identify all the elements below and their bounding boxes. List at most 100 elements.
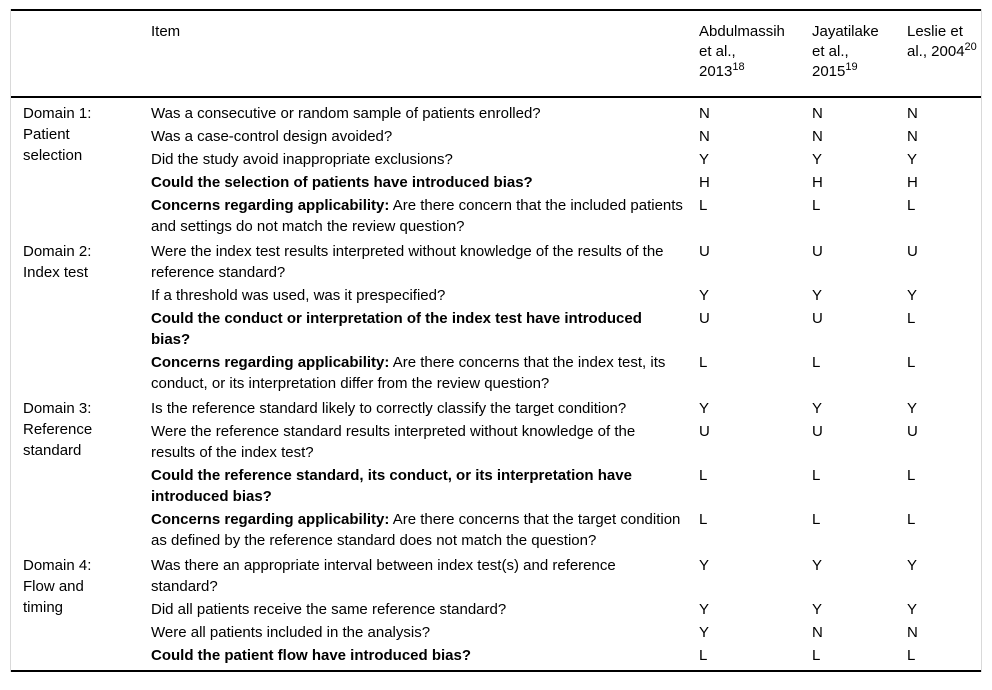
- item-cell: Did the study avoid inappropriate exclus…: [151, 151, 453, 168]
- rating-cell: L: [907, 511, 916, 528]
- domain-number: Domain 3:: [23, 400, 92, 417]
- rating-cell: L: [907, 354, 916, 371]
- item-cell: Could the patient flow have introduced b…: [151, 647, 472, 664]
- item-text: Are there concern that the included pati…: [151, 197, 683, 235]
- domain-name: Reference standard: [23, 421, 93, 459]
- item-lead-text: Concerns regarding applicability:: [151, 197, 390, 214]
- rating-cell: Y: [812, 557, 823, 574]
- quadas2-table: Item Abdulmassih et al., 201318 Jayatila…: [11, 9, 981, 672]
- table-row: Domain 3: Reference standard Is the refere…: [11, 395, 981, 459]
- study-name: Leslie et al., 200420: [907, 22, 981, 62]
- rating-cell: L: [812, 197, 821, 214]
- rating-cell: Y: [812, 287, 823, 304]
- rating-cell: N: [812, 105, 823, 122]
- rating-cell: L: [699, 197, 708, 214]
- study-name: Abdulmassih et al., 201318: [699, 22, 785, 82]
- item-cell: Could the conduct or interpretation of t…: [151, 310, 642, 348]
- citation-superscript: 20: [964, 41, 977, 53]
- domain-name: Patient selection: [23, 126, 83, 164]
- table-row: Could the conduct or interpretation of t…: [11, 307, 981, 351]
- rating-cell: Y: [907, 557, 918, 574]
- item-lead-text: Concerns regarding applicability:: [151, 511, 390, 528]
- table-row: Could the patient flow have introduced b…: [11, 644, 981, 671]
- rating-cell: Y: [699, 151, 710, 168]
- item-cell: If a threshold was used, was it prespeci…: [151, 287, 446, 304]
- rating-cell: L: [812, 647, 821, 664]
- rating-cell: L: [907, 647, 916, 664]
- citation-superscript: 18: [732, 61, 745, 73]
- domain-number: Domain 4:: [23, 557, 92, 574]
- rating-cell: U: [699, 310, 710, 327]
- table-row: Were all patients included in the analys…: [11, 621, 981, 644]
- rating-cell: Y: [812, 601, 823, 618]
- rating-cell: U: [907, 423, 918, 440]
- rating-cell: Y: [812, 400, 823, 417]
- rating-cell: U: [812, 243, 823, 260]
- item-cell: Could the selection of patients have int…: [151, 174, 533, 191]
- item-cell: Were all patients included in the analys…: [151, 624, 431, 641]
- item-cell: Was there an appropriate interval betwee…: [151, 557, 616, 595]
- table-row: If a threshold was used, was it prespeci…: [11, 284, 981, 307]
- citation-superscript: 19: [845, 61, 858, 73]
- study-citation-text: Jayatilake et al., 2015: [812, 23, 879, 80]
- rating-cell: Y: [907, 400, 918, 417]
- item-cell: Was a consecutive or random sample of pa…: [151, 105, 541, 122]
- table-row: Could the selection of patients have int…: [11, 171, 981, 194]
- rating-cell: Y: [699, 624, 710, 641]
- rating-cell: L: [907, 310, 916, 327]
- rating-cell: Y: [907, 151, 918, 168]
- item-lead-text: Concerns regarding applicability:: [151, 354, 390, 371]
- rating-cell: N: [907, 128, 918, 145]
- item-cell: Were the reference standard results inte…: [151, 423, 636, 461]
- item-cell: Were the index test results interpreted …: [151, 243, 664, 281]
- rating-cell: N: [812, 128, 823, 145]
- domain-number: Domain 2:: [23, 243, 92, 260]
- rating-cell: Y: [699, 400, 710, 417]
- study-name: Jayatilake et al., 201519: [812, 22, 892, 82]
- item-cell: Did all patients receive the same refere…: [151, 601, 507, 618]
- rating-cell: Y: [699, 601, 710, 618]
- rating-cell: H: [699, 174, 710, 191]
- rating-cell: L: [907, 197, 916, 214]
- item-text: Are there concerns that the target condi…: [151, 511, 681, 549]
- rating-cell: L: [699, 647, 708, 664]
- rating-cell: N: [699, 105, 710, 122]
- table-row: Domain 4: Flow and timing Was there an app…: [11, 552, 981, 616]
- header-row: Item Abdulmassih et al., 201318 Jayatila…: [11, 10, 981, 98]
- item-cell: Concerns regarding applicability: Are th…: [151, 351, 699, 395]
- item-cell: Concerns regarding applicability: Are th…: [151, 508, 699, 552]
- rating-cell: U: [812, 310, 823, 327]
- rating-cell: L: [699, 354, 708, 371]
- table-row: Domain 2: Index test Were the index test r…: [11, 238, 981, 284]
- rating-cell: N: [907, 105, 918, 122]
- rating-cell: U: [812, 423, 823, 440]
- domain-name: Flow and timing: [23, 578, 84, 616]
- item-cell: Is the reference standard likely to corr…: [151, 400, 627, 417]
- quadas2-table-container: Item Abdulmassih et al., 201318 Jayatila…: [10, 9, 982, 672]
- rating-cell: N: [907, 624, 918, 641]
- rating-cell: L: [699, 511, 708, 528]
- header-study-jayatilake: Jayatilake et al., 201519: [812, 10, 907, 98]
- rating-cell: Y: [907, 601, 918, 618]
- table-row: Did the study avoid inappropriate exclus…: [11, 148, 981, 171]
- domain-label-cell: Domain 2: Index test: [11, 238, 151, 395]
- rating-cell: L: [699, 467, 708, 484]
- domain-label-cell: Domain 1: Patient selection: [11, 97, 151, 238]
- table-row: Could the reference standard, its conduc…: [11, 464, 981, 508]
- rating-cell: Y: [907, 287, 918, 304]
- rating-cell: Y: [699, 557, 710, 574]
- item-cell: Concerns regarding applicability: Are th…: [151, 194, 699, 238]
- rating-cell: N: [812, 624, 823, 641]
- rating-cell: L: [812, 354, 821, 371]
- study-citation-text: Abdulmassih et al., 2013: [699, 23, 785, 80]
- rating-cell: U: [907, 243, 918, 260]
- item-cell: Was a case-control design avoided?: [151, 128, 393, 145]
- rating-cell: U: [699, 243, 710, 260]
- domain-label-cell: Domain 3: Reference standard: [11, 395, 151, 552]
- table-row: Domain 1: Patient selection Was a consecut…: [11, 97, 981, 164]
- header-study-leslie: Leslie et al., 200420: [907, 10, 981, 98]
- table-row: Were the reference standard results inte…: [11, 420, 981, 464]
- table-row: Was a case-control design avoided? N N N: [11, 125, 981, 148]
- domain-name: Index test: [23, 264, 89, 281]
